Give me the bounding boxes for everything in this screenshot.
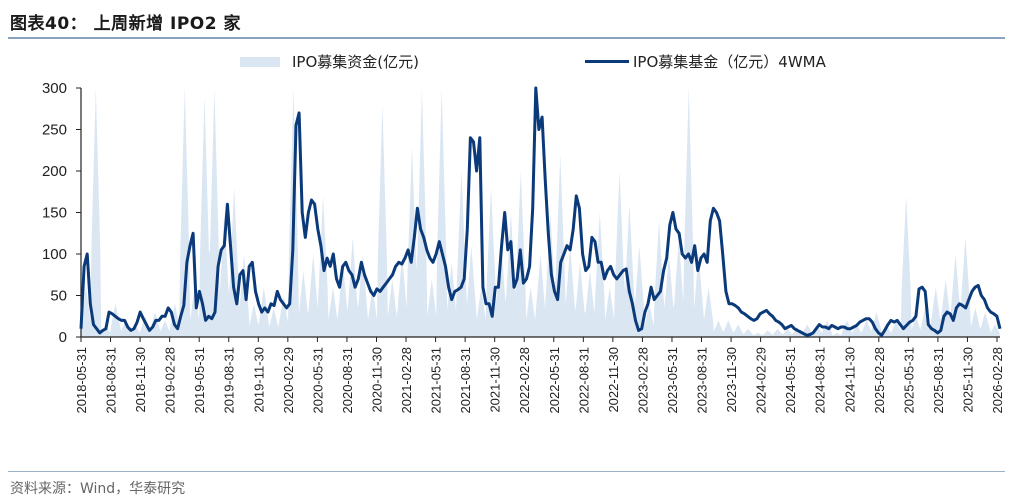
y-axis: 0 50 100 150 200 250 300	[42, 80, 82, 346]
svg-text:2025-02-28: 2025-02-28	[872, 347, 887, 414]
svg-text:2021-08-31: 2021-08-31	[458, 347, 473, 414]
svg-text:2020-11-30: 2020-11-30	[369, 347, 384, 413]
svg-text:2020-05-31: 2020-05-31	[310, 347, 325, 414]
svg-text:2018-11-30: 2018-11-30	[133, 347, 148, 413]
area-swatch-icon	[240, 56, 280, 67]
svg-text:2021-05-31: 2021-05-31	[429, 347, 444, 414]
svg-text:2024-02-29: 2024-02-29	[754, 347, 769, 414]
legend-item-raise-amount: IPO募集资金(亿元)	[240, 51, 419, 72]
svg-text:2024-05-31: 2024-05-31	[783, 347, 798, 414]
svg-text:0: 0	[59, 329, 67, 346]
svg-text:2019-02-28: 2019-02-28	[163, 347, 178, 414]
svg-text:2025-05-31: 2025-05-31	[901, 347, 916, 414]
svg-text:150: 150	[42, 205, 67, 222]
svg-text:2019-11-30: 2019-11-30	[251, 347, 266, 413]
svg-text:2023-02-28: 2023-02-28	[635, 347, 650, 414]
line-swatch-icon	[585, 60, 629, 63]
svg-text:50: 50	[50, 288, 67, 305]
svg-text:2019-05-31: 2019-05-31	[192, 347, 207, 414]
svg-text:2026-02-28: 2026-02-28	[990, 347, 1005, 414]
svg-text:2018-08-31: 2018-08-31	[104, 347, 119, 414]
svg-text:2024-11-30: 2024-11-30	[842, 347, 857, 413]
svg-text:2018-05-31: 2018-05-31	[74, 347, 89, 414]
legend-label: IPO募集基金（亿元）4WMA	[633, 53, 826, 71]
source-note: 资料来源：Wind，华泰研究	[10, 481, 186, 497]
svg-text:100: 100	[42, 246, 67, 263]
raise-amount-bars	[81, 88, 1000, 337]
svg-text:2022-02-28: 2022-02-28	[517, 347, 532, 414]
svg-text:2022-08-31: 2022-08-31	[576, 347, 591, 414]
svg-text:2020-08-31: 2020-08-31	[340, 347, 355, 414]
footer-divider	[8, 471, 1005, 472]
svg-text:2021-02-28: 2021-02-28	[399, 347, 414, 414]
svg-text:200: 200	[42, 163, 67, 180]
svg-text:300: 300	[42, 80, 67, 97]
svg-text:2025-08-31: 2025-08-31	[931, 347, 946, 414]
svg-text:2022-05-31: 2022-05-31	[547, 347, 562, 414]
x-axis: 2018-05-31 2018-08-31 2018-11-30 2019-02-28…	[74, 336, 1005, 414]
svg-text:2020-02-29: 2020-02-29	[281, 347, 296, 414]
svg-text:2025-11-30: 2025-11-30	[960, 347, 975, 413]
svg-text:2022-11-30: 2022-11-30	[606, 347, 621, 413]
legend-item-4wma: IPO募集基金（亿元）4WMA	[585, 51, 826, 72]
chart-title: 图表40： 上周新增 IPO2 家	[10, 14, 241, 34]
svg-text:2023-08-31: 2023-08-31	[695, 347, 710, 414]
svg-text:2021-11-30: 2021-11-30	[488, 347, 503, 413]
legend-label: IPO募集资金(亿元)	[292, 53, 419, 71]
4wma-line	[79, 86, 1002, 337]
svg-text:2024-08-31: 2024-08-31	[813, 347, 828, 414]
svg-text:2023-05-31: 2023-05-31	[665, 347, 680, 414]
svg-text:2023-11-30: 2023-11-30	[724, 347, 739, 413]
title-divider	[8, 37, 1005, 39]
svg-text:250: 250	[42, 122, 67, 139]
svg-text:2019-08-31: 2019-08-31	[222, 347, 237, 414]
